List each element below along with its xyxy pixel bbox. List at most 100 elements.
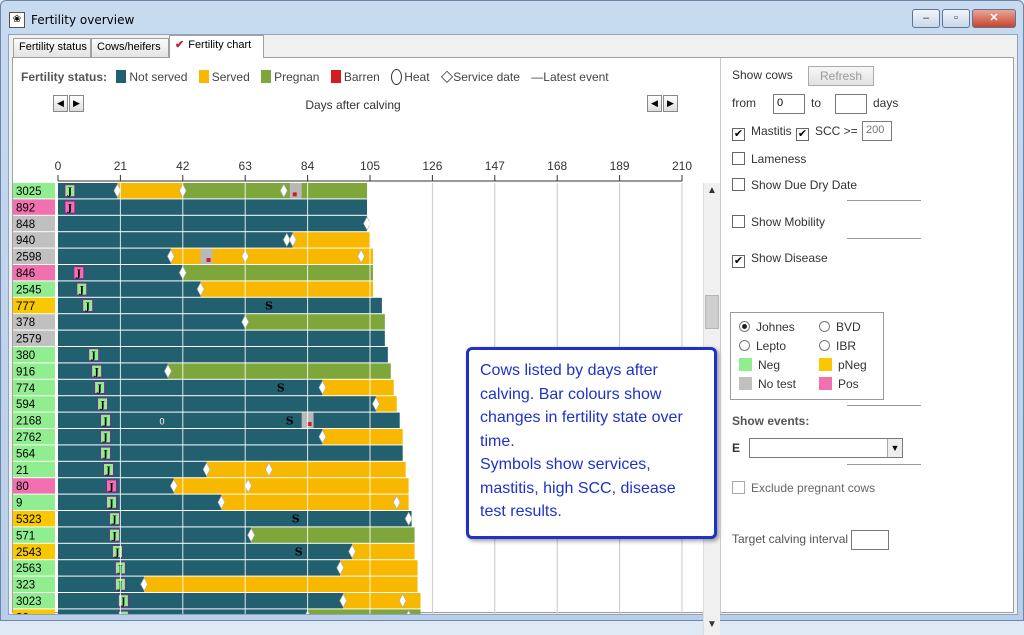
radio-bvd[interactable]: BVD: [819, 320, 861, 334]
cow-id-cell: [13, 494, 55, 510]
scc-threshold-input[interactable]: 200: [862, 121, 892, 141]
show-disease-checkbox[interactable]: ✔ Show Disease: [732, 251, 828, 268]
status-bar-segment: [58, 412, 400, 428]
cow-id-cell: [13, 593, 55, 609]
tab-fertility-status[interactable]: Fertility status: [13, 38, 91, 57]
scrollbar-thumb[interactable]: [705, 295, 719, 329]
axis-tick-label: 0: [55, 159, 62, 173]
cow-id-label: 2168: [16, 416, 42, 428]
refresh-button[interactable]: Refresh: [808, 66, 874, 86]
radio-lepto[interactable]: Lepto: [739, 339, 786, 353]
johnes-test-marker: [105, 495, 117, 509]
lameness-checkbox[interactable]: Lameness: [732, 152, 806, 166]
cow-id-label: 2762: [16, 432, 42, 444]
show-events-label: Show events:: [732, 414, 810, 428]
service-diamond-icon: ◇: [440, 68, 454, 85]
johnes-test-marker: [64, 184, 76, 198]
legend-item-served: Served: [211, 70, 250, 84]
cow-id-label: 3023: [16, 596, 42, 608]
scroll-left-button-2[interactable]: ◀: [647, 95, 662, 112]
table-row: 594 J: [13, 396, 397, 412]
status-bar-segment: [117, 183, 183, 199]
table-row: 2543 J S: [13, 543, 415, 560]
cow-id-cell: [13, 363, 55, 379]
scc-checkbox[interactable]: ✔ SCC >=: [796, 124, 858, 141]
cow-id-cell: [13, 281, 55, 297]
status-bar-segment: [58, 199, 368, 215]
exclude-pregnant-checkbox[interactable]: Exclude pregnant cows: [732, 481, 875, 495]
scroll-left-button[interactable]: ◀: [53, 95, 68, 112]
app-icon: ❀: [9, 12, 25, 28]
mastitis-checkbox[interactable]: ✔ Mastitis: [732, 124, 792, 141]
mobility-checkbox[interactable]: Show Mobility: [732, 215, 825, 229]
service-date-marker: [404, 511, 413, 526]
radio-johnes[interactable]: Johnes: [739, 320, 795, 334]
cow-id-label: 9: [16, 498, 22, 510]
callout-note: Cows listed by days after calving. Bar c…: [466, 347, 717, 539]
latest-event-line-icon: —: [531, 70, 544, 84]
service-date-marker: [348, 544, 357, 559]
served-swatch: [198, 70, 209, 83]
disease-group: Johnes BVD Lepto IBR Neg pNeg No test Po…: [730, 312, 884, 400]
minimize-button[interactable]: –: [912, 9, 940, 28]
cow-id-cell: [13, 232, 55, 248]
johnes-test-marker: [91, 364, 103, 378]
checkbox-checked-icon: ✔: [796, 128, 809, 141]
service-date-marker: [217, 495, 226, 510]
tab-label: Fertility chart: [188, 39, 252, 51]
cow-id-cell: [13, 478, 55, 494]
from-days-input[interactable]: 0: [773, 94, 805, 114]
target-calving-input[interactable]: [851, 530, 889, 550]
status-bar-segment: [58, 248, 171, 264]
status-bar-segment: [292, 232, 370, 248]
service-date-marker: [318, 429, 327, 444]
maximize-button[interactable]: ▫: [942, 9, 970, 28]
tab-fertility-chart[interactable]: ✔ Fertility chart: [169, 35, 264, 58]
johnes-test-marker: [97, 397, 109, 411]
scroll-right-button[interactable]: ▶: [69, 95, 84, 112]
cow-id-label: 323: [16, 580, 35, 592]
radio-ibr[interactable]: IBR: [819, 339, 856, 353]
table-row: 846 J: [13, 265, 373, 281]
tab-label: Fertility status: [19, 41, 87, 53]
tab-cows-heifers[interactable]: Cows/heifers: [91, 38, 169, 57]
legend-title: Fertility status:: [21, 70, 108, 84]
cow-id-cell: [13, 412, 55, 428]
neg-key: Neg: [739, 358, 780, 372]
checkbox-icon: [732, 215, 745, 228]
pneg-label: pNeg: [838, 358, 867, 372]
axis-tick-label: 105: [360, 159, 380, 173]
scroll-right-button-2[interactable]: ▶: [663, 95, 678, 112]
cow-id-cell: [13, 265, 55, 281]
table-row: 571 J: [13, 527, 415, 543]
service-date-marker: [279, 183, 288, 198]
checkbox-icon: [732, 178, 745, 191]
legend-item-not-served: Not served: [129, 70, 188, 84]
axis-tick-label: 21: [114, 159, 128, 173]
johnes-test-marker: [73, 266, 85, 280]
due-dry-date-checkbox[interactable]: Show Due Dry Date: [732, 178, 857, 192]
cow-id-label: 2543: [16, 547, 42, 559]
johnes-test-marker: [88, 348, 100, 362]
cow-id-label: 2598: [16, 252, 42, 264]
status-bar-segment: [58, 593, 344, 609]
service-date-marker: [288, 232, 297, 248]
title-bar[interactable]: ❀ Fertility overview – ▫ ✕: [1, 1, 1023, 35]
chart-header: ◀ ▶ ◀ ▶ Days after calving: [13, 88, 703, 178]
events-dropdown[interactable]: ▼: [749, 438, 903, 458]
johnes-test-label: J: [108, 483, 113, 493]
service-date-marker: [363, 216, 371, 231]
cow-id-label: 21: [16, 465, 29, 477]
close-button[interactable]: ✕: [972, 9, 1016, 28]
status-bar-segment: [58, 215, 368, 232]
scroll-up-arrow-icon[interactable]: ▲: [707, 185, 717, 196]
to-days-input[interactable]: [835, 94, 867, 114]
status-bar-segment: [58, 379, 323, 396]
legend-item-barren: Barren: [343, 70, 380, 84]
cow-id-label: 571: [16, 530, 35, 542]
no-test-swatch: [739, 377, 752, 390]
to-label: to: [811, 96, 822, 110]
